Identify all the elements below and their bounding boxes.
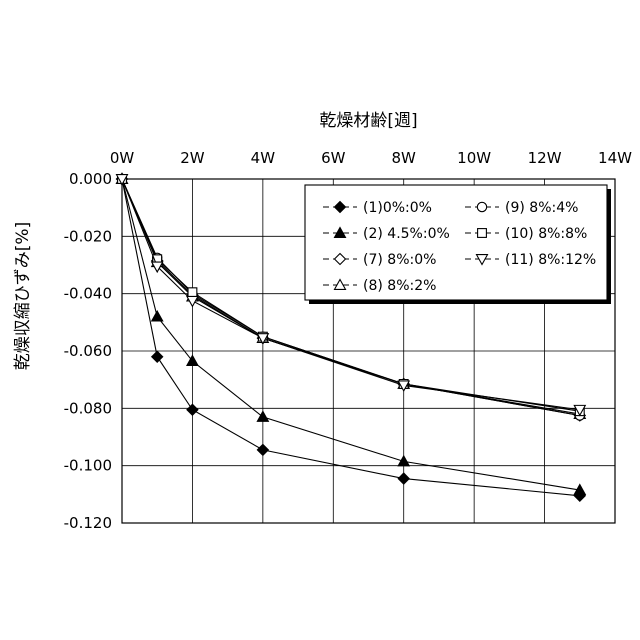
x-tick-label: 6W <box>321 149 346 167</box>
legend-label: (2) 4.5%:0% <box>363 226 450 242</box>
y-tick-label: -0.100 <box>64 457 112 475</box>
data-point-marker <box>188 288 197 297</box>
legend-label: (11) 8%:12% <box>505 252 596 268</box>
data-point-marker <box>398 456 409 466</box>
legend: (1)0%:0% (2) 4.5%:0% (7) 8%:0% (8) 8%:2% (9)… <box>305 185 611 304</box>
x-tick-label: 12W <box>528 149 562 167</box>
y-axis-title: 乾燥収縮ひずみ[%] <box>13 222 33 370</box>
y-tick-label: -0.080 <box>64 399 112 417</box>
legend-label: (9) 8%:4% <box>505 200 578 216</box>
y-tick-label: -0.040 <box>64 285 112 303</box>
data-point-marker <box>152 351 163 362</box>
x-axis-ticks: 0W 2W 4W 6W 8W 10W 12W 14W <box>110 149 632 167</box>
legend-label: (7) 8%:0% <box>363 252 436 268</box>
legend-label: (1)0%:0% <box>363 200 432 216</box>
y-tick-label: -0.020 <box>64 227 112 245</box>
data-point-marker <box>257 411 268 421</box>
y-axis-ticks: 0.000 -0.020 -0.040 -0.060 -0.080 -0.100 -0.12… <box>64 170 112 532</box>
legend-label: (10) 8%:8% <box>505 226 587 242</box>
data-point-marker <box>152 311 163 321</box>
data-point-marker <box>257 444 268 455</box>
data-point-marker <box>477 202 486 211</box>
data-point-marker <box>478 229 487 238</box>
x-tick-label: 8W <box>392 149 417 167</box>
y-tick-label: -0.060 <box>64 342 112 360</box>
legend-label: (8) 8%:2% <box>363 278 436 294</box>
y-tick-label: 0.000 <box>69 170 112 188</box>
x-tick-label: 0W <box>110 149 135 167</box>
x-tick-label: 2W <box>180 149 205 167</box>
x-tick-label: 14W <box>598 149 632 167</box>
x-tick-label: 4W <box>251 149 276 167</box>
x-axis-title: 乾燥材齢[週] <box>319 111 417 131</box>
data-point-marker <box>398 473 409 484</box>
data-point-marker <box>187 404 198 415</box>
x-tick-label: 10W <box>457 149 491 167</box>
y-tick-label: -0.120 <box>64 514 112 532</box>
